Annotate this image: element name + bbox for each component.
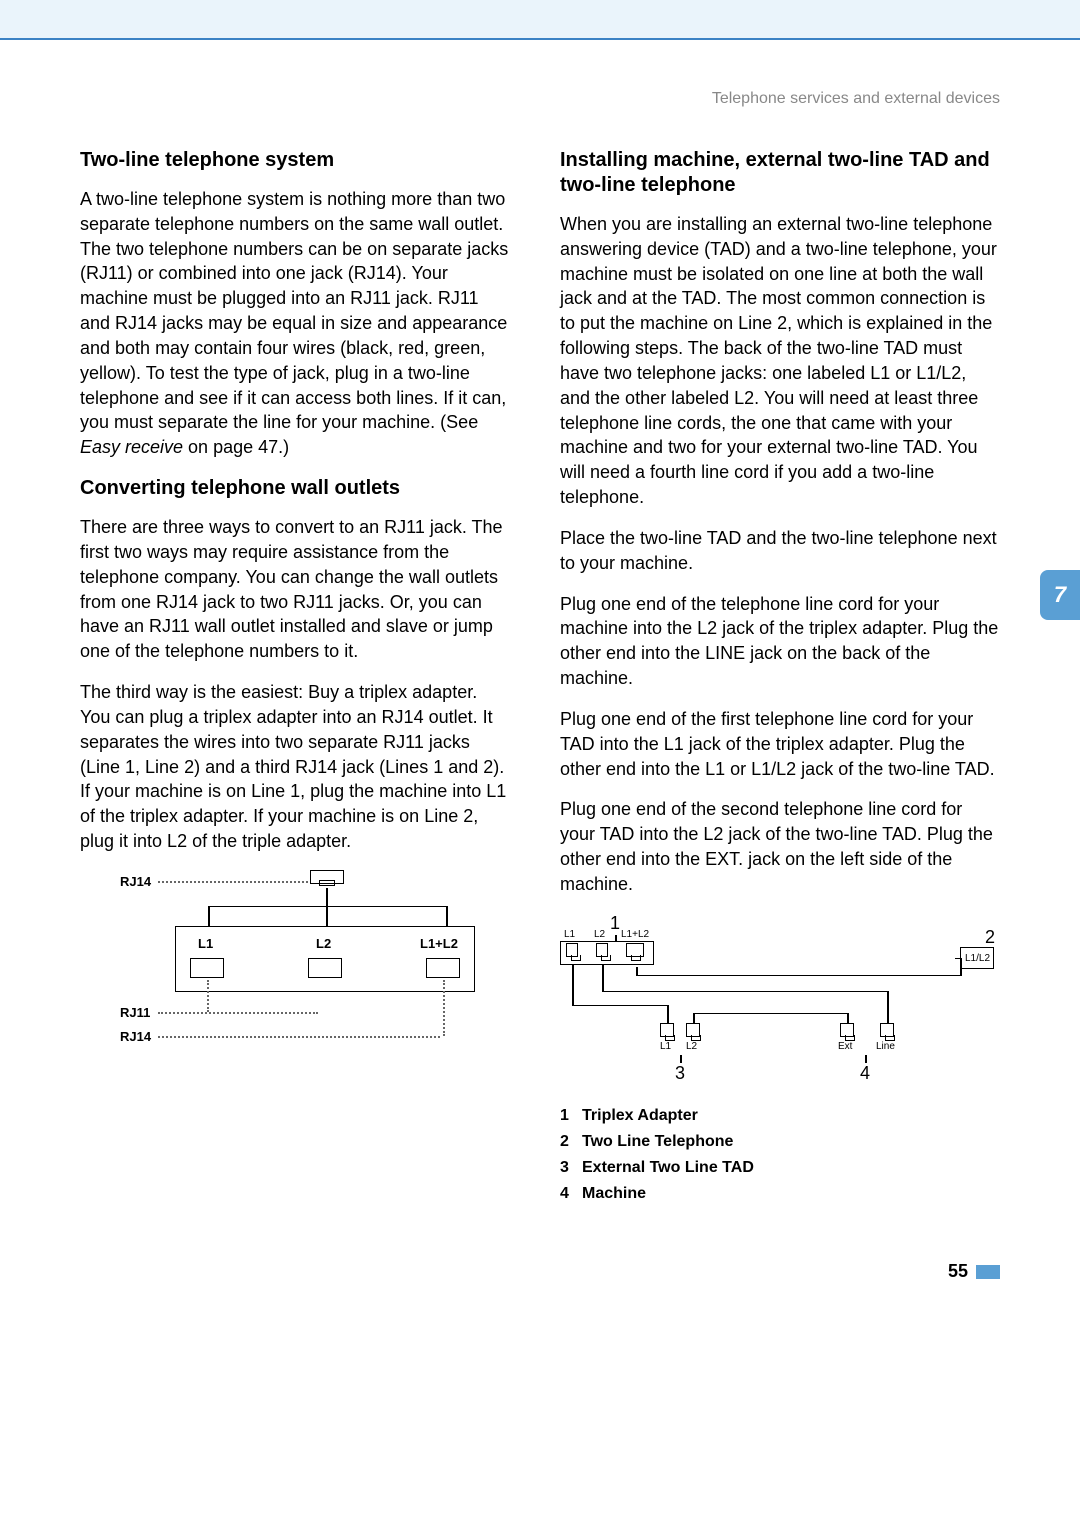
wire [208,906,447,908]
wire [446,906,448,926]
heading-two-line-system: Two-line telephone system [80,148,510,173]
para-two-line: A two-line telephone system is nothing m… [80,187,510,460]
label: L1 [564,929,575,940]
wire [602,991,887,993]
jack-l2 [308,958,342,978]
jack [626,943,644,957]
para-install-1: When you are installing an external two-… [560,212,1000,510]
label: L1/L2 [965,953,990,964]
chapter-tab: 7 [1040,570,1080,620]
legend-text: External Two Line TAD [582,1159,754,1176]
arrow [680,1055,682,1063]
wire [847,1013,849,1023]
legend-item: 3External Two Line TAD [560,1159,1000,1177]
legend-text: Two Line Telephone [582,1133,733,1150]
wire [960,958,962,976]
arrow [615,935,617,941]
heading-installing: Installing machine, external two-line TA… [560,148,1000,198]
section-header: Telephone services and external devices [80,90,1000,108]
label-l2: L2 [316,936,331,951]
jack-l12 [426,958,460,978]
para-convert-1: There are three ways to convert to an RJ… [80,515,510,664]
wire [693,1013,695,1023]
legend-item: 1Triplex Adapter [560,1107,1000,1125]
label: L2 [594,929,605,940]
triplex-diagram: RJ14 L1 L2 L1+L2 [120,870,460,1060]
label-rj14-bottom: RJ14 [120,1029,151,1044]
legend-text: Triplex Adapter [582,1107,698,1124]
legend-num: 3 [560,1159,582,1177]
para-convert-2: The third way is the easiest: Buy a trip… [80,680,510,854]
wire [208,906,210,926]
wire [572,965,574,1005]
wire [636,967,638,975]
jack-prong [319,880,335,886]
callout-2: 2 [985,927,995,948]
wire [572,1005,667,1007]
wire [326,906,328,926]
legend-item: 2Two Line Telephone [560,1133,1000,1151]
para-install-3: Plug one end of the telephone line cord … [560,592,1000,691]
page-number-bar [976,1265,1000,1279]
legend-num: 1 [560,1107,582,1125]
legend-num: 4 [560,1185,582,1203]
page-body: Telephone services and external devices … [0,40,1080,1241]
callout-1: 1 [610,913,620,934]
para-install-2: Place the two-line TAD and the two-line … [560,526,1000,576]
wire [887,991,889,1023]
text: on page 47.) [183,437,289,457]
label-rj11: RJ11 [120,1005,150,1020]
wire [693,1013,847,1015]
dotted-line [443,980,445,1036]
heading-converting: Converting telephone wall outlets [80,476,510,501]
top-band [0,0,1080,40]
wire [667,1005,669,1023]
jack-l1 [190,958,224,978]
page-number-text: 55 [948,1261,968,1281]
diagram-legend: 1Triplex Adapter 2Two Line Telephone 3Ex… [560,1107,1000,1203]
wire [955,958,962,960]
label: L1 [660,1041,671,1052]
connection-diagram: 1 2 3 4 L1 L2 L1+L2 L1/L2 [560,913,1000,1093]
jack [566,943,578,957]
label-rj14-top: RJ14 [120,874,151,889]
label-l12: L1+L2 [420,936,458,951]
para-install-4: Plug one end of the first telephone line… [560,707,1000,781]
label: Ext [838,1041,852,1052]
text-italic: Easy receive [80,437,183,457]
dotted-line [207,980,209,1012]
legend-item: 4Machine [560,1185,1000,1203]
jack [596,943,608,957]
legend-num: 2 [560,1133,582,1151]
callout-3: 3 [675,1063,685,1084]
right-column: Installing machine, external two-line TA… [560,148,1000,1211]
jack-tad-l1 [660,1023,674,1037]
dotted-line [158,881,308,883]
label-l1: L1 [198,936,213,951]
label: L1+L2 [621,929,649,940]
left-column: Two-line telephone system A two-line tel… [80,148,510,1211]
jack-line [880,1023,894,1037]
legend-text: Machine [582,1185,646,1202]
page-number: 55 [0,1241,1080,1322]
dotted-line [158,1012,318,1014]
text: A two-line telephone system is nothing m… [80,189,508,432]
label: Line [876,1041,895,1052]
wire [602,965,604,991]
wire [636,975,962,977]
jack-ext [840,1023,854,1037]
callout-4: 4 [860,1063,870,1084]
dotted-line [158,1036,440,1038]
label: L2 [686,1041,697,1052]
wire [326,888,328,906]
jack-tad-l2 [686,1023,700,1037]
arrow [865,1055,867,1063]
para-install-5: Plug one end of the second telephone lin… [560,797,1000,896]
